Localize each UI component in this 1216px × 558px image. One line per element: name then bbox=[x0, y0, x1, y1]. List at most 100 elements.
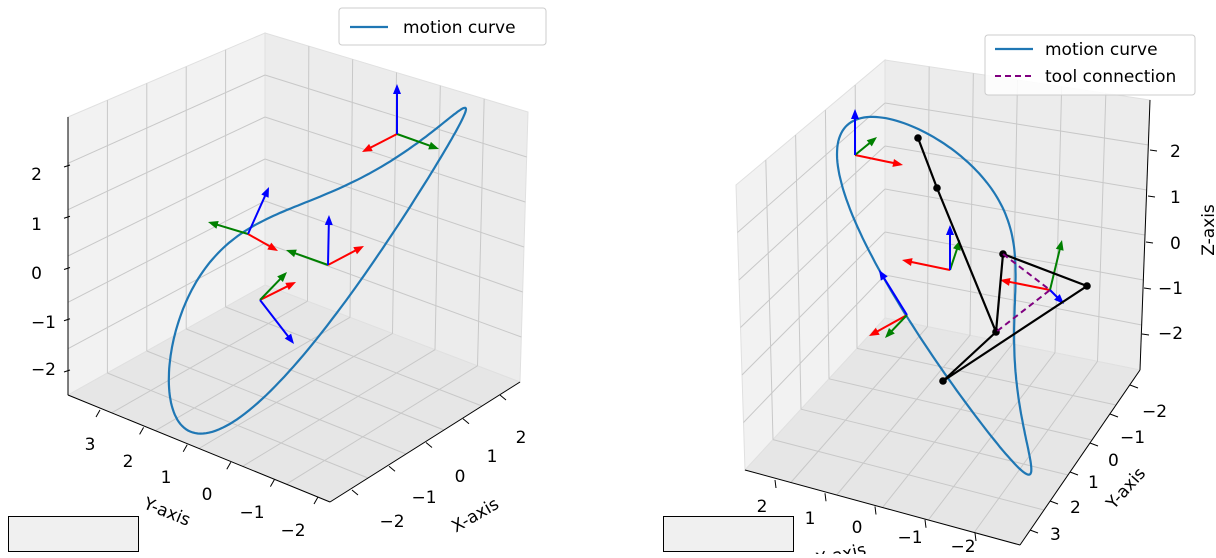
right-chain-joint bbox=[914, 134, 922, 142]
left-y-tick bbox=[182, 444, 188, 453]
right-frame-x-arrow bbox=[1000, 278, 1011, 286]
right-x-axis-line bbox=[744, 469, 1021, 546]
right-frame-y-arrow bbox=[866, 137, 877, 147]
left-x-axis-label: X-axis bbox=[448, 494, 502, 537]
left-grid-line bbox=[242, 349, 436, 467]
right-grid-line bbox=[884, 145, 1147, 191]
left-frames-layer bbox=[208, 84, 439, 344]
right-y-tick-label: −2 bbox=[1142, 402, 1167, 422]
left-x-tick-label: −2 bbox=[379, 512, 404, 532]
left-z-tick-label: −1 bbox=[31, 313, 56, 333]
right-y-tick-label: 1 bbox=[1088, 473, 1099, 493]
right-frames-layer bbox=[851, 109, 1064, 338]
right-y-axis-line bbox=[1019, 369, 1141, 546]
right-z-tick-label: −2 bbox=[1158, 324, 1183, 344]
left-frame-z-arrow bbox=[261, 187, 269, 198]
left-y-tick-label: 1 bbox=[161, 468, 172, 488]
right-z-tick-label: −1 bbox=[1158, 279, 1183, 299]
right-y-tick bbox=[1029, 529, 1039, 534]
right-z-tick bbox=[1147, 195, 1156, 198]
left-y-tick bbox=[139, 427, 145, 435]
left-z-tick-label: 0 bbox=[31, 264, 42, 284]
widget-button-right[interactable] bbox=[663, 516, 794, 552]
right-x-tick bbox=[874, 506, 877, 515]
right-x-tick-label: −2 bbox=[950, 537, 975, 554]
right-y-tick-label: 2 bbox=[1070, 498, 1081, 518]
left-grid-line bbox=[67, 242, 266, 350]
right-frame-y-arrow bbox=[885, 328, 895, 338]
right-axis-lines bbox=[744, 99, 1151, 546]
left-frame-x-arrow bbox=[366, 133, 398, 151]
left-frame-x-arrow bbox=[327, 247, 360, 266]
left-legend-label: motion curve bbox=[403, 18, 516, 38]
left-x-tick bbox=[351, 489, 359, 496]
widget-button-left[interactable] bbox=[8, 516, 139, 552]
right-chain-joint bbox=[1083, 282, 1091, 290]
right-legend-label: tool connection bbox=[1045, 67, 1176, 87]
left-panes bbox=[66, 32, 529, 503]
right-x-tick bbox=[974, 532, 977, 542]
right-y-axis-label: Y-axis bbox=[1102, 464, 1150, 514]
right-frame-x-arrow bbox=[1005, 280, 1051, 291]
left-x-tick bbox=[425, 442, 433, 448]
right-frame-x-arrow bbox=[892, 159, 903, 167]
left-y-tick-label: −2 bbox=[280, 521, 305, 541]
right-grid-line bbox=[836, 335, 971, 496]
left-curve-layer bbox=[167, 106, 468, 435]
left-grid-line bbox=[67, 158, 266, 257]
right-z-tick-label: 1 bbox=[1170, 188, 1181, 208]
right-y-tick-label: −1 bbox=[1120, 428, 1145, 448]
right-grid bbox=[737, 66, 1149, 533]
left-y-axis-label: Y-axis bbox=[140, 494, 194, 531]
right-frame-z-arrow bbox=[851, 109, 859, 119]
right-frame-x-arrow bbox=[869, 327, 880, 336]
right-tick-marks bbox=[774, 149, 1158, 542]
right-grid-line bbox=[738, 145, 886, 281]
right-frame-y-arrow bbox=[1049, 245, 1062, 291]
right-x-tick bbox=[774, 479, 777, 489]
left-y-tick-label: 0 bbox=[202, 485, 213, 505]
right-y-tick-label: 0 bbox=[1108, 451, 1119, 471]
right-frame-z-arrow bbox=[946, 225, 954, 235]
right-chain-layer bbox=[914, 134, 1091, 385]
left-tick-marks bbox=[63, 164, 507, 505]
right-z-tick bbox=[1143, 287, 1152, 290]
left-axis-lines bbox=[67, 117, 521, 503]
left-grid-line bbox=[67, 116, 266, 211]
right-y-tick bbox=[1109, 413, 1119, 418]
right-z-axis-label: Z-axis bbox=[1199, 204, 1216, 256]
right-legend: motion curve tool connection bbox=[984, 34, 1196, 96]
right-z-tick bbox=[1149, 149, 1158, 152]
left-frame-x-arrow bbox=[362, 143, 373, 152]
right-z-tick-label: 0 bbox=[1170, 234, 1181, 254]
left-frame-y-arrow bbox=[259, 275, 284, 301]
left-x-tick-label: 1 bbox=[487, 447, 498, 467]
right-subplot: 2 1 0 −1 −2 Z-axis −2 −1 0 1 2 3 Y-axis … bbox=[735, 34, 1216, 558]
right-chain-joint bbox=[933, 184, 941, 192]
left-y-tick bbox=[313, 496, 319, 505]
right-y-tick-label: 3 bbox=[1050, 525, 1061, 545]
left-frame-z-arrow bbox=[259, 299, 292, 340]
right-frame-z-arrow bbox=[879, 270, 888, 281]
left-frame-x-arrow bbox=[285, 282, 296, 290]
left-frame-x-arrow bbox=[259, 283, 292, 301]
right-x-axis-label: X-axis bbox=[814, 540, 868, 554]
right-grid-line bbox=[884, 102, 1149, 146]
left-y-tick-label: −1 bbox=[239, 503, 264, 523]
left-y-tick bbox=[95, 409, 101, 418]
right-y-tick bbox=[1069, 471, 1079, 476]
left-grid-line bbox=[67, 200, 266, 303]
left-subplot: 2 1 0 −1 −2 3 2 1 0 −1 −2 −2 −1 0 1 2 Y-… bbox=[31, 7, 547, 541]
left-x-tick bbox=[499, 394, 507, 401]
left-x-tick bbox=[462, 418, 470, 425]
left-grid-line bbox=[264, 158, 525, 248]
left-z-tick-label: −2 bbox=[31, 360, 56, 380]
right-grid-line bbox=[790, 326, 928, 483]
left-y-tick bbox=[269, 479, 275, 487]
left-grid-line bbox=[264, 200, 523, 293]
left-legend: motion curve bbox=[338, 7, 547, 46]
right-frame-z-arrow bbox=[881, 274, 908, 316]
right-grid-line bbox=[884, 274, 1142, 326]
right-x-tick-label: 0 bbox=[852, 518, 863, 538]
